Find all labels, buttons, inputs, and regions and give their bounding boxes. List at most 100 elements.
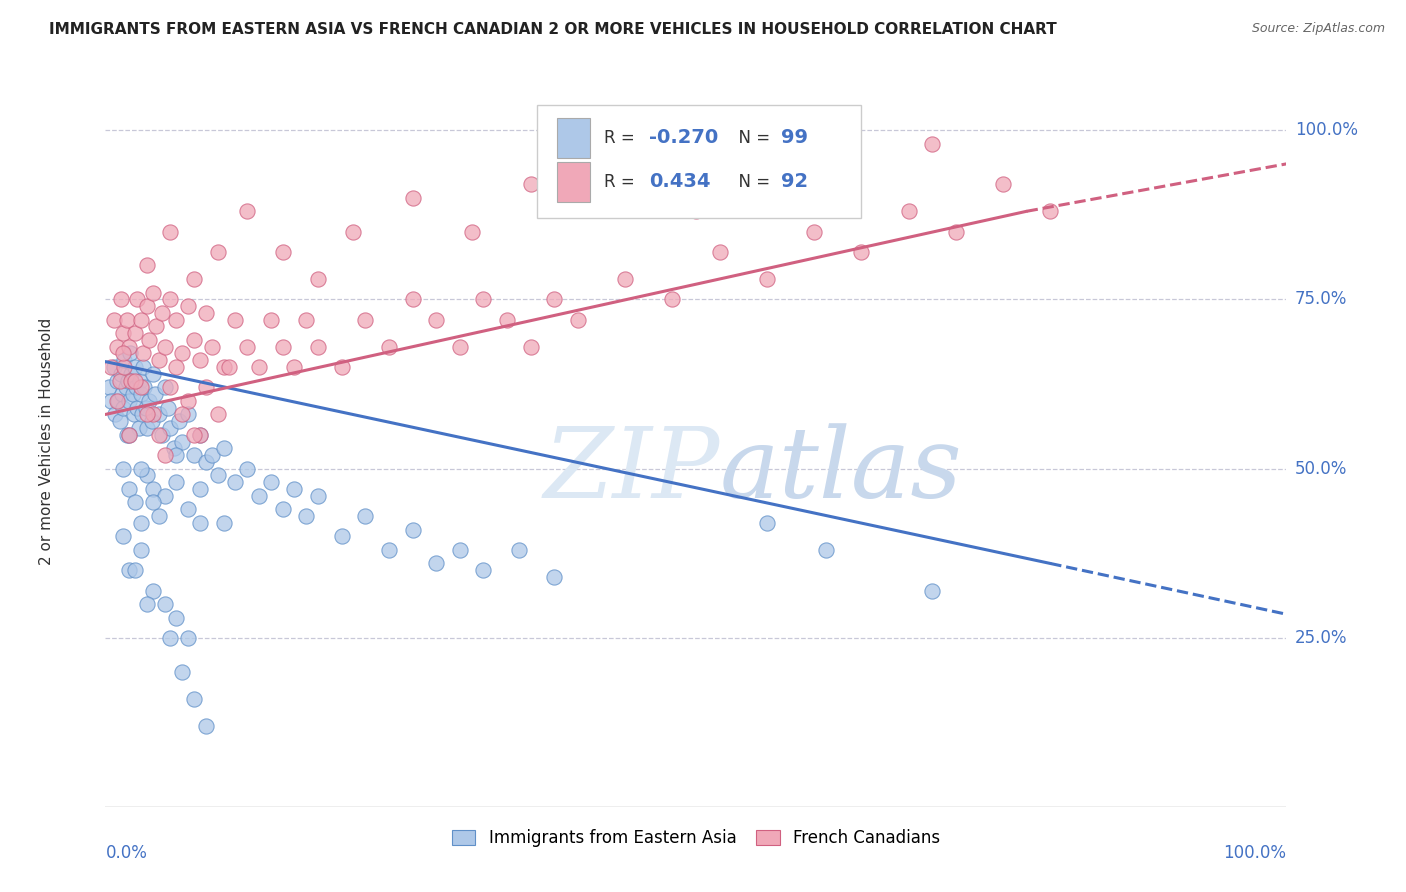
Point bbox=[449, 542, 471, 557]
Point bbox=[103, 359, 125, 374]
Point bbox=[183, 333, 205, 347]
Point bbox=[125, 380, 148, 394]
Point bbox=[110, 293, 132, 307]
Point bbox=[124, 374, 146, 388]
Point bbox=[112, 326, 135, 341]
Point bbox=[212, 359, 235, 374]
Point bbox=[112, 529, 135, 543]
Point bbox=[188, 427, 211, 442]
Point bbox=[803, 225, 825, 239]
Point bbox=[401, 191, 423, 205]
Point bbox=[107, 393, 129, 408]
Point bbox=[709, 244, 731, 259]
Point bbox=[508, 542, 530, 557]
Point bbox=[118, 563, 141, 577]
Text: 0.0%: 0.0% bbox=[105, 844, 148, 862]
Point bbox=[124, 326, 146, 341]
FancyBboxPatch shape bbox=[557, 118, 589, 158]
Point bbox=[183, 427, 205, 442]
Point bbox=[159, 380, 181, 394]
Point bbox=[945, 225, 967, 239]
Point bbox=[271, 502, 294, 516]
Point bbox=[378, 340, 401, 354]
Point bbox=[120, 367, 142, 381]
Point bbox=[247, 489, 270, 503]
Text: R =: R = bbox=[603, 173, 645, 191]
Point bbox=[122, 408, 145, 422]
Point bbox=[342, 225, 364, 239]
Point bbox=[260, 475, 283, 490]
Point bbox=[142, 583, 165, 598]
Point bbox=[142, 408, 165, 422]
Point bbox=[194, 380, 217, 394]
Point bbox=[112, 401, 135, 415]
Point bbox=[188, 516, 211, 530]
Point bbox=[112, 461, 135, 475]
Point bbox=[177, 299, 200, 313]
Point bbox=[236, 340, 259, 354]
Point bbox=[112, 346, 135, 360]
Text: ZIP: ZIP bbox=[543, 423, 720, 518]
Point bbox=[159, 225, 181, 239]
Point bbox=[105, 340, 128, 354]
Point bbox=[172, 346, 194, 360]
Text: atlas: atlas bbox=[720, 423, 962, 518]
Point bbox=[991, 177, 1014, 191]
Point bbox=[212, 442, 235, 456]
Text: 99: 99 bbox=[780, 128, 808, 147]
Point bbox=[201, 448, 224, 462]
Point bbox=[121, 387, 143, 401]
Point bbox=[401, 293, 423, 307]
Point bbox=[135, 401, 157, 415]
Point bbox=[194, 306, 217, 320]
Point bbox=[124, 495, 146, 509]
Point bbox=[148, 353, 170, 368]
Point bbox=[111, 387, 134, 401]
Point bbox=[98, 380, 121, 394]
Point bbox=[851, 244, 873, 259]
Point bbox=[188, 427, 211, 442]
Point bbox=[114, 380, 136, 394]
Point bbox=[177, 393, 200, 408]
Point bbox=[167, 414, 190, 428]
Point bbox=[354, 509, 377, 524]
Point bbox=[165, 475, 187, 490]
Point bbox=[142, 285, 165, 300]
Point bbox=[153, 489, 176, 503]
Point bbox=[135, 597, 157, 611]
Point bbox=[135, 259, 157, 273]
Point bbox=[129, 312, 152, 326]
Text: Source: ZipAtlas.com: Source: ZipAtlas.com bbox=[1251, 22, 1385, 36]
Point bbox=[188, 482, 211, 496]
Point bbox=[519, 340, 541, 354]
Point bbox=[283, 359, 305, 374]
Text: 0.434: 0.434 bbox=[648, 172, 710, 192]
Point bbox=[153, 380, 176, 394]
Point bbox=[183, 692, 205, 706]
Point bbox=[159, 631, 181, 645]
Point bbox=[165, 312, 187, 326]
Point bbox=[135, 299, 157, 313]
Point bbox=[129, 380, 152, 394]
FancyBboxPatch shape bbox=[537, 105, 862, 219]
Point bbox=[118, 393, 141, 408]
Point bbox=[401, 523, 423, 537]
Point bbox=[129, 542, 152, 557]
Point bbox=[378, 542, 401, 557]
Point bbox=[112, 353, 135, 368]
Point bbox=[165, 610, 187, 624]
Point bbox=[165, 448, 187, 462]
Point bbox=[449, 340, 471, 354]
Point bbox=[897, 204, 920, 219]
FancyBboxPatch shape bbox=[557, 161, 589, 202]
Point bbox=[172, 408, 194, 422]
Point bbox=[591, 157, 613, 171]
Point bbox=[283, 482, 305, 496]
Point bbox=[755, 272, 778, 286]
Point bbox=[124, 359, 146, 374]
Text: 25.0%: 25.0% bbox=[1295, 629, 1347, 647]
Point bbox=[159, 421, 181, 435]
Point bbox=[207, 408, 229, 422]
Point bbox=[177, 631, 200, 645]
Point bbox=[118, 427, 141, 442]
